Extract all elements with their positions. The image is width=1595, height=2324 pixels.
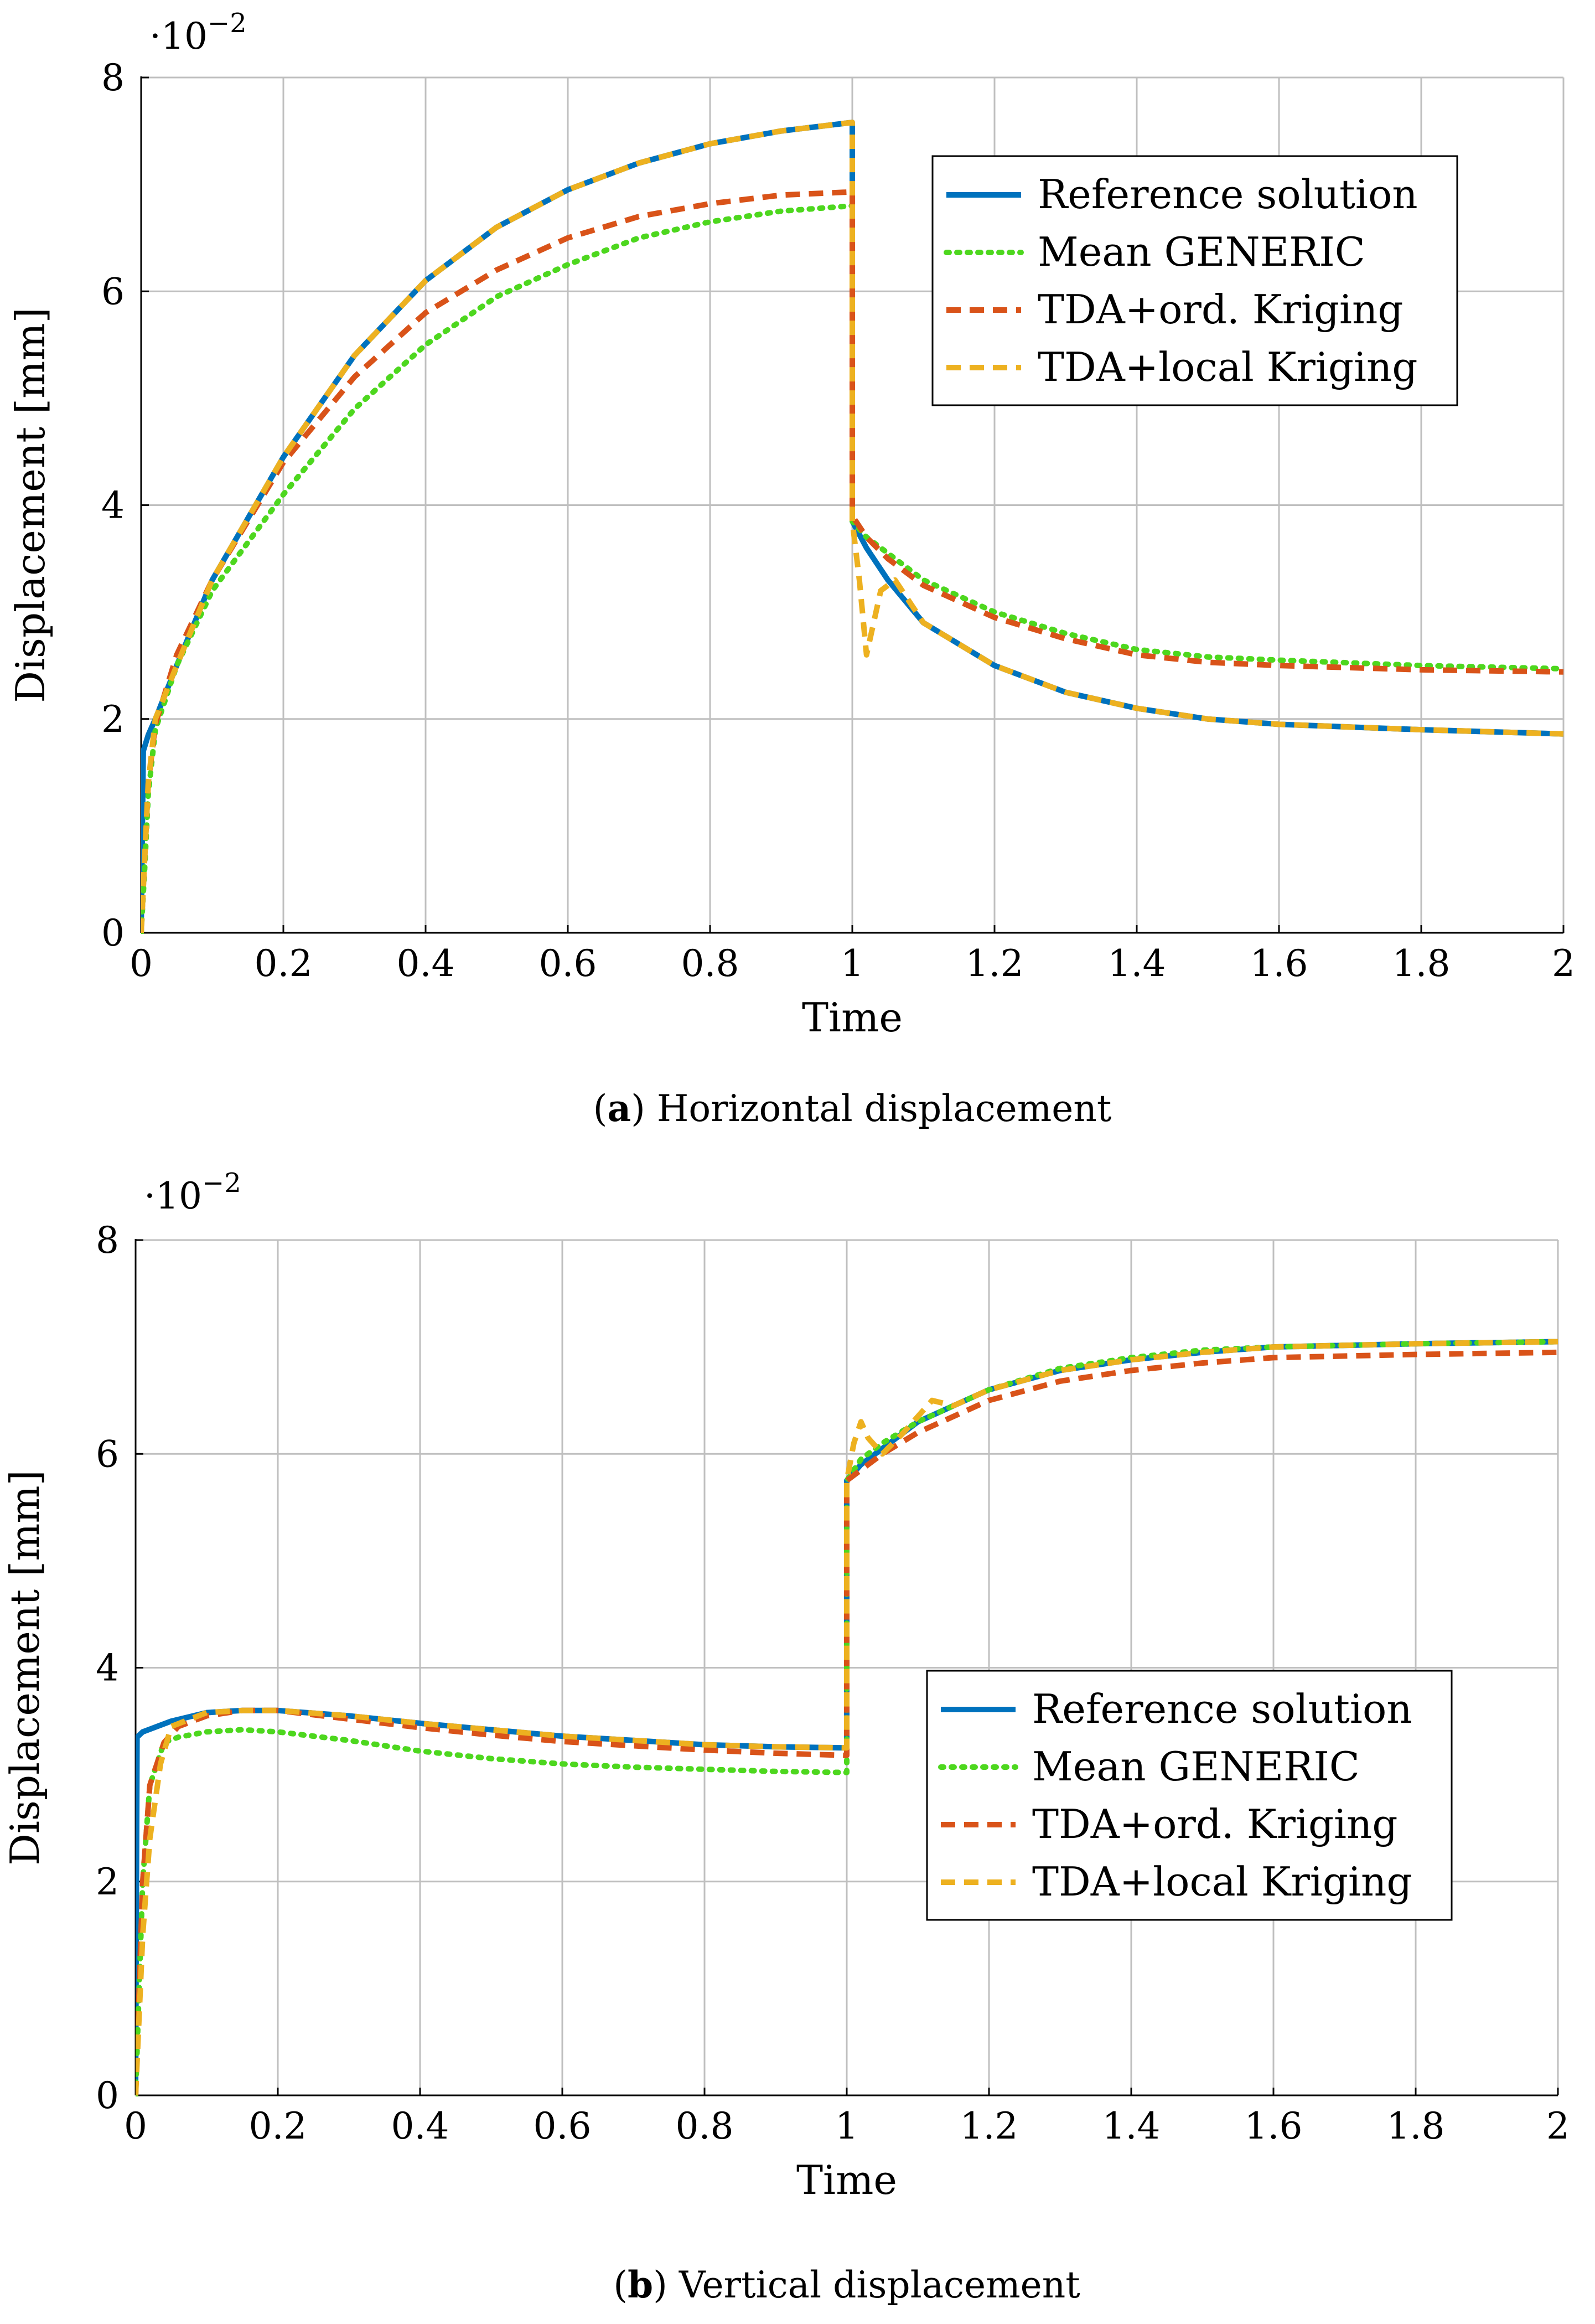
series-line-mean-generic	[136, 1339, 1561, 2096]
x-tick-label: 0	[124, 2105, 147, 2147]
x-tick-label: 1	[841, 942, 864, 985]
y-multiplier-label: ·10−2	[149, 8, 247, 58]
x-tick-label: 1.4	[1108, 942, 1166, 985]
x-tick-label: 0.4	[391, 2105, 449, 2147]
x-tick-label: 0.2	[255, 942, 313, 985]
series-line-tda-ord-kriging	[136, 1349, 1558, 2096]
x-tick-label: 1.6	[1245, 2105, 1303, 2147]
y-tick-label: 2	[101, 698, 125, 741]
y-axis-label: Displacement [mm]	[7, 307, 54, 703]
x-tick-label: 0.2	[249, 2105, 307, 2147]
series-line-tda-local-kriging	[136, 1339, 1558, 2096]
x-tick-label: 1.8	[1392, 942, 1451, 985]
x-tick-label: 2	[1552, 942, 1575, 985]
series-group	[136, 1339, 1561, 2096]
x-tick-label: 1.6	[1250, 942, 1308, 985]
x-axis-label: Time	[796, 2157, 897, 2203]
y-tick-label: 4	[101, 484, 125, 527]
legend-label-tda-local-kriging: TDA+local Kriging	[1038, 344, 1417, 390]
y-tick-label: 8	[96, 1219, 119, 1262]
y-multiplier-label: ·10−2	[144, 1168, 241, 1217]
y-tick-label: 0	[101, 912, 125, 954]
legend-label-reference-solution: Reference solution	[1032, 1686, 1412, 1732]
legend: Reference solution Mean GENERIC TDA+ord. K…	[931, 155, 1458, 406]
x-tick-label: 1.2	[966, 942, 1024, 985]
y-tick-label: 2	[96, 1861, 119, 1903]
x-axis-label: Time	[802, 994, 903, 1041]
x-tick-label: 0.6	[534, 2105, 592, 2147]
x-tick-label: 0.6	[539, 942, 597, 985]
y-tick-label: 4	[96, 1647, 119, 1690]
x-tick-label: 0.4	[397, 942, 455, 985]
caption-b: (b) Vertical displacement	[613, 2263, 1080, 2306]
x-tick-label: 0.8	[676, 2105, 734, 2147]
legend-label-mean-generic: Mean GENERIC	[1032, 1743, 1360, 1790]
y-tick-label: 0	[96, 2074, 119, 2117]
y-axis-label: Displacement [mm]	[2, 1470, 48, 1865]
series-line-tda-local-kriging	[141, 120, 1564, 933]
legend-label-tda-ord-kriging: TDA+ord. Kriging	[1038, 286, 1404, 333]
y-tick-label: 6	[96, 1433, 119, 1475]
chart-a: 0 0.2 0.4 0.6 0.8 1 1.2 1.4 1.6 1.8 2 0 2 4 6 8 ·10−2 Tim…	[7, 8, 1575, 1130]
legend-label-tda-local-kriging: TDA+local Kriging	[1032, 1858, 1412, 1905]
x-tick-label: 0	[130, 942, 153, 985]
series-group	[141, 120, 1566, 934]
legend-label-tda-ord-kriging: TDA+ord. Kriging	[1032, 1801, 1398, 1847]
x-tick-label: 0.8	[681, 942, 739, 985]
legend-label-reference-solution: Reference solution	[1038, 171, 1418, 218]
y-tick-label: 8	[101, 56, 125, 99]
caption-a: (a) Horizontal displacement	[593, 1087, 1112, 1130]
x-tick-label: 1.2	[960, 2105, 1018, 2147]
y-tick-label: 6	[101, 270, 125, 313]
legend-label-mean-generic: Mean GENERIC	[1038, 229, 1365, 275]
chart-b: 0 0.2 0.4 0.6 0.8 1 1.2 1.4 1.6 1.8 2 0 2 4 6 8 ·10−2 Tim…	[2, 1168, 1570, 2306]
legend: Reference solution Mean GENERIC TDA+ord. K…	[926, 1670, 1453, 1921]
x-tick-label: 1.4	[1102, 2105, 1161, 2147]
x-tick-label: 1.8	[1387, 2105, 1445, 2147]
series-line-tda-ord-kriging	[141, 189, 1564, 933]
x-tick-label: 1	[835, 2105, 858, 2147]
x-tick-label: 2	[1546, 2105, 1570, 2147]
